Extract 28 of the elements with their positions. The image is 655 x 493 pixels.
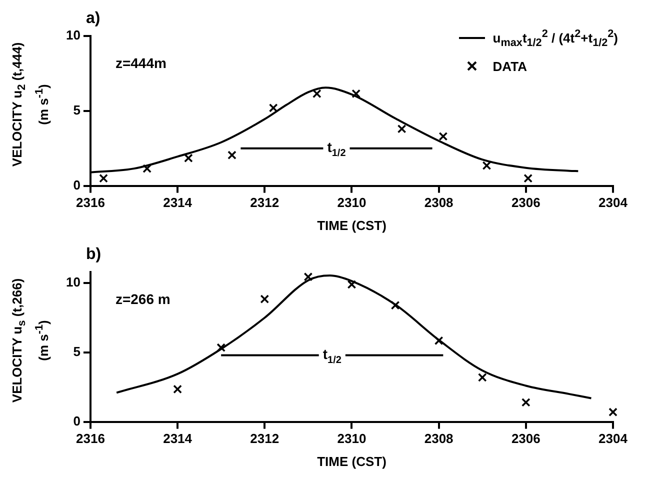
- y-tick-label: 0: [73, 413, 80, 428]
- x-axis-title: TIME (CST): [317, 218, 386, 233]
- x-tick-label: 2306: [511, 195, 540, 210]
- x-tick-label: 2316: [76, 431, 105, 446]
- y-tick-label: 5: [73, 102, 80, 118]
- text: u$_{max}$t$_{1/2}$$^{2}$ / (4t$^{2}$+t$_{1/2}$$^{2}$): [492, 28, 618, 49]
- x-tick-label: 2314: [163, 431, 193, 446]
- y-tick-label: 10: [66, 28, 80, 43]
- x-tick-label: 2304: [598, 431, 628, 446]
- annotation: z=266 m: [115, 290, 170, 307]
- x-tick-label: 2308: [424, 431, 454, 446]
- legend-label: DATA: [492, 58, 527, 74]
- x-tick-label: 2316: [76, 195, 105, 210]
- annotation: z=444m: [115, 54, 166, 71]
- x-tick-label: 2310: [337, 431, 366, 446]
- y-tick-label: 0: [73, 177, 80, 192]
- x-tick-label: 2310: [337, 195, 366, 210]
- x-tick-label: 2312: [250, 431, 280, 446]
- x-tick-label: 2308: [424, 195, 454, 210]
- x-tick-label: 2314: [163, 195, 193, 210]
- x-axis-title: TIME (CST): [317, 454, 386, 469]
- x-tick-label: 2306: [511, 431, 540, 446]
- x-tick-label: 2304: [598, 195, 628, 210]
- y-tick-label: 10: [66, 274, 80, 290]
- chart-title: a): [86, 10, 100, 28]
- x-tick-label: 2312: [250, 195, 280, 210]
- y-tick-label: 5: [73, 344, 80, 360]
- chart-title: b): [86, 246, 102, 264]
